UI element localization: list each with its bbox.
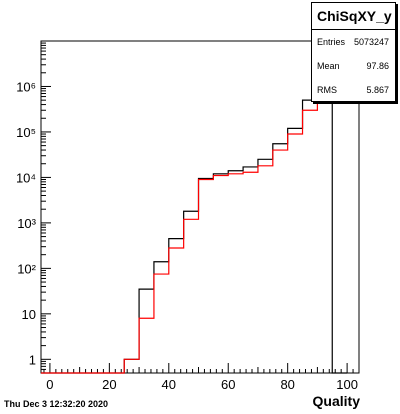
plot-frame [40,40,360,374]
x-tick-label: 40 [162,377,176,392]
stats-entries-label: Entries [317,37,346,47]
stats-title: ChiSqXY_y [312,3,395,30]
stats-rms-label: RMS [317,85,337,95]
x-tick-label: 60 [221,377,235,392]
y-tick-label: 10² [17,261,36,276]
stats-row-mean: Mean 97.86 [312,54,395,78]
stats-mean-label: Mean [317,61,340,71]
stats-rms-value: 5.867 [366,85,389,95]
x-axis-label: Quality [312,393,360,409]
y-tick-label: 1 [29,352,36,367]
y-tick-label: 10⁶ [16,79,36,94]
x-tick-label: 20 [102,377,116,392]
stats-entries-value: 5073247 [353,37,389,47]
y-tick-label: 10 [22,307,36,322]
y-tick-label: 10⁴ [16,170,36,185]
histogram-series-2 [41,61,348,374]
x-tick-label: 100 [336,377,358,392]
stats-row-entries: Entries 5073247 [312,30,395,54]
stats-row-rms: RMS 5.867 [312,78,395,102]
y-tick-label: 10³ [17,216,36,231]
histogram-series-1 [41,79,348,374]
x-tick-label: 0 [46,377,53,392]
stats-box: ChiSqXY_y Entries 5073247 Mean 97.86 RMS… [311,2,396,102]
x-tick-label: 80 [280,377,294,392]
stats-mean-value: 97.86 [366,61,389,71]
timestamp: Thu Dec 3 12:32:20 2020 [4,399,109,409]
y-tick-label: 10⁵ [16,125,36,140]
